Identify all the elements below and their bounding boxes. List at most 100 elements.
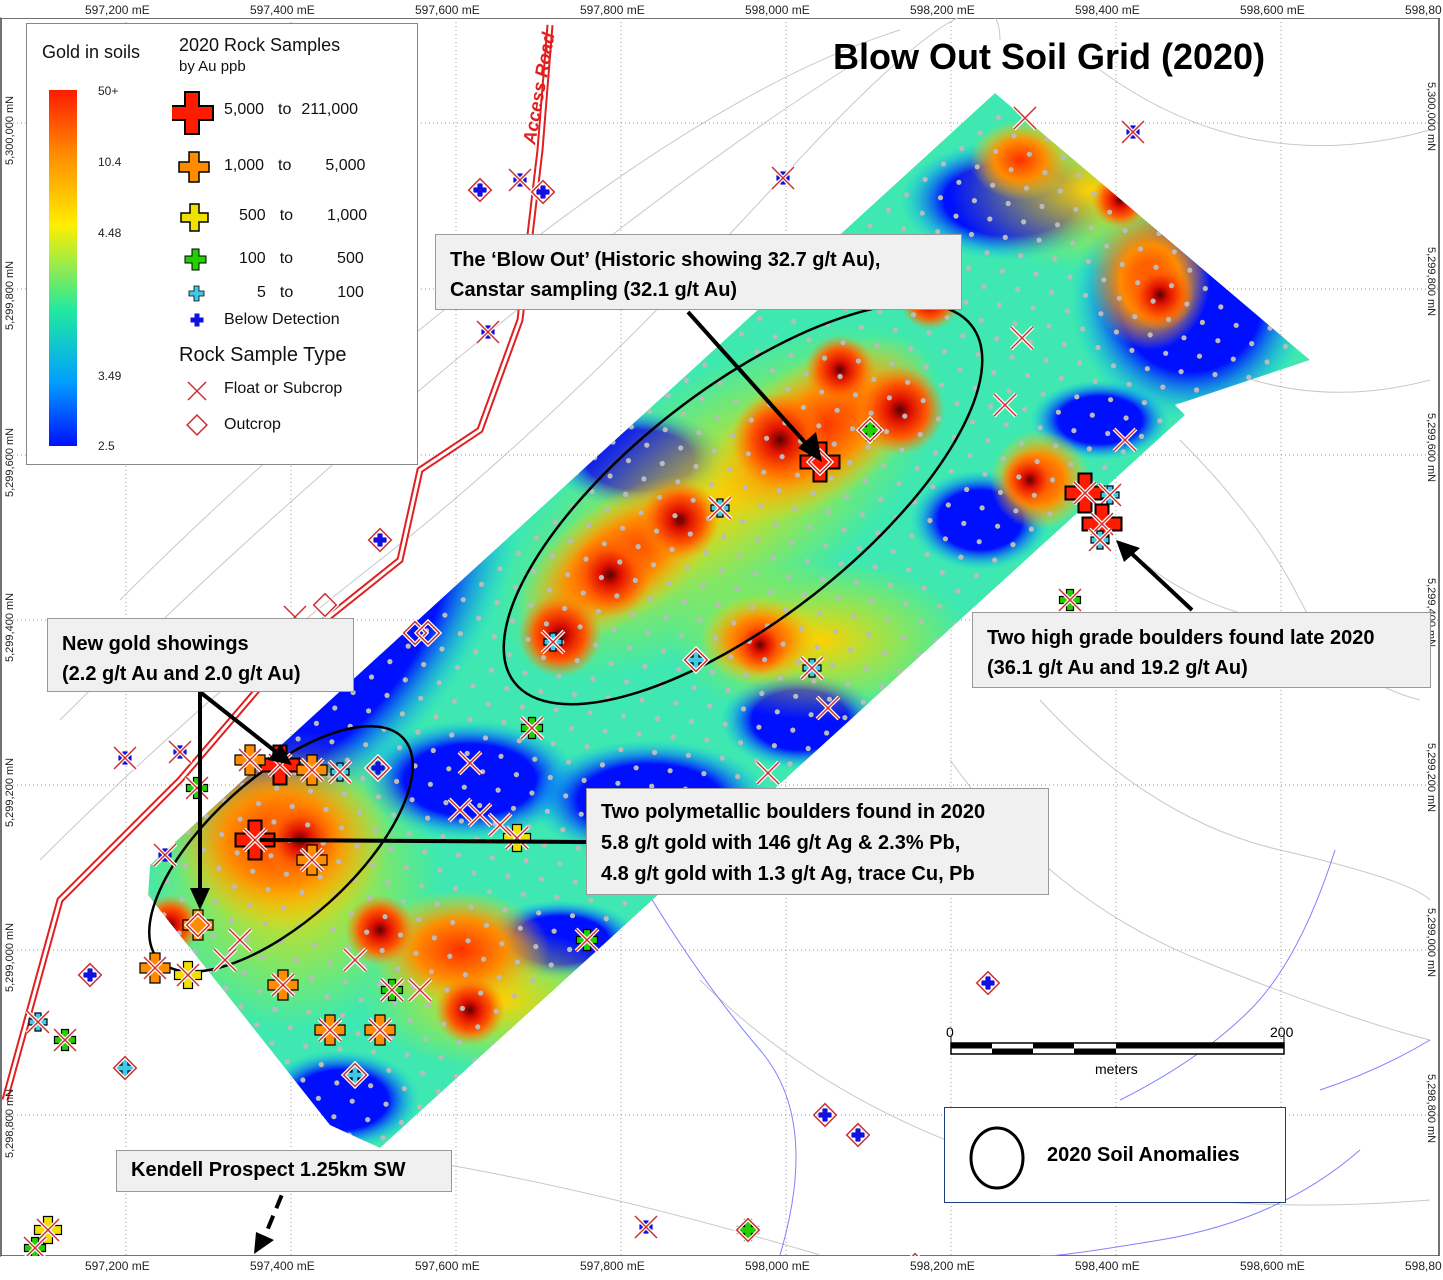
soil-sample-dot xyxy=(779,454,785,460)
soil-sample-dot xyxy=(1108,397,1114,403)
soil-sample-dot xyxy=(838,561,844,567)
soil-sample-dot xyxy=(711,448,718,454)
soil-sample-dot xyxy=(822,355,828,361)
soil-sample-dot xyxy=(935,229,941,235)
soil-sample-dot xyxy=(502,907,508,913)
soil-sample-dot xyxy=(738,740,744,746)
soil-sample-dot xyxy=(948,468,954,474)
scale-start: 0 xyxy=(946,1024,954,1040)
soil-sample-dot xyxy=(581,777,587,784)
soil-sample-dot xyxy=(281,905,287,911)
soil-sample-dot xyxy=(678,445,684,451)
soil-sample-dot xyxy=(423,1036,429,1042)
rock-sample-marker xyxy=(112,745,138,771)
soil-sample-dot xyxy=(844,493,850,499)
type-outcrop: Outcrop xyxy=(224,416,281,433)
rock-sample-marker xyxy=(843,1120,873,1150)
soil-sample-dot xyxy=(887,582,893,588)
soil-sample-dot xyxy=(421,661,427,668)
soil-sample-dot xyxy=(399,711,405,717)
soil-sample-dot xyxy=(436,680,442,686)
soil-sample-dot xyxy=(493,1008,499,1014)
soil-sample-dot xyxy=(486,888,492,895)
rock-sample-marker xyxy=(519,715,545,741)
soil-sample-dot xyxy=(396,745,403,751)
soil-sample-dot xyxy=(1019,440,1025,446)
soil-sample-dot xyxy=(731,620,737,626)
outcrop-marker xyxy=(857,417,883,443)
soil-sample-dot xyxy=(533,944,539,950)
soil-sample-dot xyxy=(1218,304,1224,310)
soil-sample-dot xyxy=(444,987,450,993)
soil-sample-dot xyxy=(922,176,928,182)
soil-sample-dot xyxy=(1199,319,1205,325)
soil-sample-dot xyxy=(1009,354,1015,360)
soil-sample-dot xyxy=(611,627,617,633)
rock-sample-marker xyxy=(52,1027,78,1053)
float-marker xyxy=(816,696,840,720)
scale-unit: meters xyxy=(1095,1061,1138,1077)
soil-sample-dot xyxy=(416,917,422,923)
soil-sample-dot xyxy=(1264,359,1270,365)
soil-sample-dot xyxy=(397,932,404,938)
rock-sample-marker xyxy=(540,629,566,655)
soil-sample-dot xyxy=(262,920,268,927)
soil-sample-dot xyxy=(289,803,295,810)
soil-sample-dot xyxy=(1246,374,1252,380)
soil-sample-dot xyxy=(1071,428,1077,434)
blowout-callout: The ‘Blow Out’ (Historic showing 32.7 g/… xyxy=(435,234,962,310)
soil-sample-dot xyxy=(482,735,489,741)
rock-sample-marker xyxy=(810,1100,840,1130)
float-marker xyxy=(1121,120,1145,144)
soil-sample-dot xyxy=(507,652,513,658)
soil-sample-dot xyxy=(1138,433,1145,439)
soil-sample-dot xyxy=(504,686,510,692)
soil-sample-dot xyxy=(339,825,345,831)
soil-sample-dot xyxy=(739,518,746,525)
outcrop-marker xyxy=(365,755,391,781)
soil-sample-dot xyxy=(483,922,490,928)
soil-sample-dot xyxy=(738,331,745,337)
soil-sample-dot xyxy=(512,584,519,590)
soil-sample-dot xyxy=(978,317,984,323)
easting-top-1: 597,200 mE xyxy=(85,3,150,17)
soil-sample-dot xyxy=(795,472,801,478)
soil-sample-dot xyxy=(673,700,679,706)
float-marker xyxy=(380,978,404,1002)
soil-sample-dot xyxy=(523,858,529,864)
soil-sample-dot xyxy=(788,352,794,358)
soil-sample-dot xyxy=(440,833,446,840)
soil-sample-dot xyxy=(1101,277,1107,283)
soil-sample-dot xyxy=(829,662,836,669)
soil-sample-dot xyxy=(897,668,903,674)
rock-sample-marker xyxy=(1012,105,1038,131)
rock-sample-marker xyxy=(475,319,501,345)
soil-sample-dot xyxy=(446,766,452,772)
soil-sample-dot xyxy=(819,389,825,395)
soil-sample-dot xyxy=(791,318,797,324)
soil-sample-dot xyxy=(511,993,518,999)
soil-sample-dot xyxy=(452,698,458,704)
soil-sample-dot xyxy=(454,664,461,671)
soil-sample-dot xyxy=(969,419,976,425)
soil-sample-dot xyxy=(810,490,816,496)
soil-sample-dot xyxy=(318,1061,324,1068)
soil-sample-dot xyxy=(804,558,810,564)
soil-sample-dot xyxy=(832,629,838,635)
soil-sample-dot xyxy=(910,312,917,318)
outcrop-icon xyxy=(186,414,208,436)
float-marker xyxy=(1098,483,1122,507)
soil-sample-dot xyxy=(223,985,229,991)
soil-sample-dot xyxy=(1168,283,1175,289)
soil-sample-dot xyxy=(1202,285,1208,292)
soil-sample-dot xyxy=(1095,344,1101,351)
soil-sample-dot xyxy=(817,610,823,616)
soil-sample-dot xyxy=(666,580,672,586)
creek-lines xyxy=(639,849,1431,1257)
soil-sample-dot xyxy=(963,299,969,305)
soil-sample-dot xyxy=(468,904,474,910)
soil-sample-dot xyxy=(368,1083,374,1089)
easting-bottom-9: 598,80 xyxy=(1405,1259,1442,1273)
soil-sample-dot xyxy=(773,521,779,527)
